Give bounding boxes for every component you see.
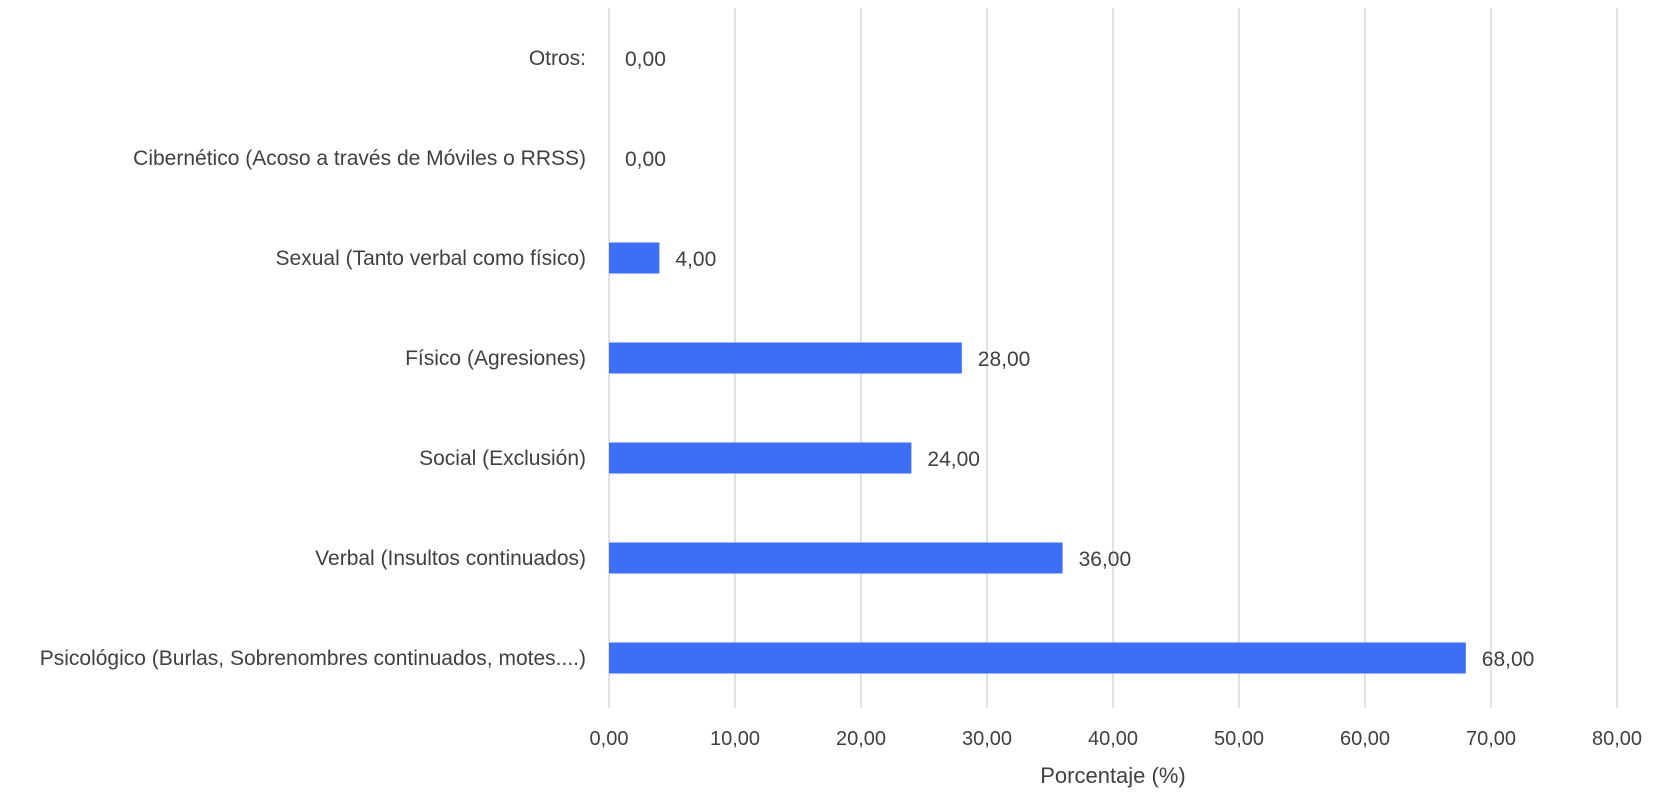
bars-group	[609, 242, 1466, 674]
category-label: Físico (Agresiones)	[405, 347, 586, 370]
bar	[609, 342, 962, 374]
data-label: 4,00	[675, 248, 716, 271]
data-label: 68,00	[1482, 648, 1535, 671]
data-label: 0,00	[625, 148, 666, 171]
bar	[609, 542, 1063, 574]
bar	[609, 642, 1466, 674]
category-label: Sexual (Tanto verbal como físico)	[276, 247, 586, 270]
x-tick-label: 70,00	[1466, 728, 1516, 750]
bar	[609, 442, 912, 474]
data-labels-group: 0,00 0,00 4,00 28,00 24,00 36,00 68,00	[625, 48, 1534, 671]
category-labels-group: Otros: Cibernético (Acoso a través de Móv…	[40, 47, 586, 670]
data-label: 36,00	[1079, 548, 1132, 571]
category-label: Otros:	[529, 47, 586, 70]
x-tick-label: 20,00	[836, 728, 886, 750]
category-label: Cibernético (Acoso a través de Móviles o…	[133, 147, 586, 170]
x-tick-label: 0,00	[590, 728, 629, 750]
x-axis-title: Porcentaje (%)	[1040, 763, 1186, 788]
bar	[609, 242, 660, 274]
x-tick-label: 50,00	[1214, 728, 1264, 750]
x-tick-label: 60,00	[1340, 728, 1390, 750]
x-tick-label: 10,00	[710, 728, 760, 750]
x-tick-label: 40,00	[1088, 728, 1138, 750]
data-label: 28,00	[978, 348, 1031, 371]
data-label: 24,00	[927, 448, 980, 471]
category-label: Social (Exclusión)	[419, 447, 586, 470]
category-label: Psicológico (Burlas, Sobrenombres contin…	[40, 647, 586, 670]
gridlines	[608, 8, 1618, 708]
x-tick-label: 30,00	[962, 728, 1012, 750]
category-label: Verbal (Insultos continuados)	[315, 547, 586, 570]
x-tick-label: 80,00	[1592, 728, 1642, 750]
x-tick-labels-group: 0,00 10,00 20,00 30,00 40,00 50,00 60,00 70,00 8…	[590, 728, 1643, 750]
data-label: 0,00	[625, 48, 666, 71]
